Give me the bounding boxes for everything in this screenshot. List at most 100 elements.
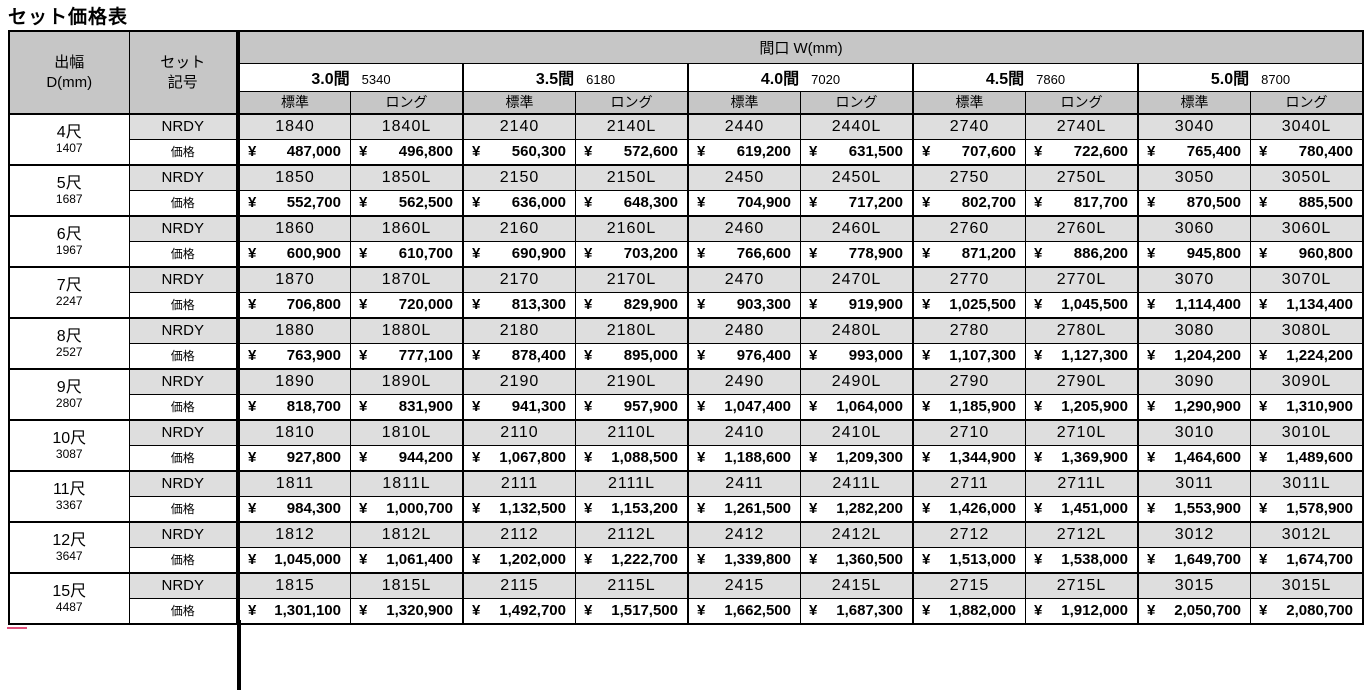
currency-symbol: ¥ (697, 602, 706, 620)
model-cell: 3080L (1250, 317, 1364, 344)
price-amount: 717,200 (848, 194, 903, 212)
price-amount: 1,205,900 (1061, 398, 1128, 416)
model-cell: 2490 (687, 368, 801, 395)
price-cell: ¥572,600 (575, 138, 689, 166)
model-cell: 2111 (462, 470, 576, 497)
model-cell: 3090 (1137, 368, 1251, 395)
price-value-wrap: ¥1,426,000 (914, 500, 1025, 517)
currency-symbol: ¥ (359, 296, 368, 314)
price-amount: 1,553,900 (1174, 500, 1241, 518)
price-cell: ¥945,800 (1137, 240, 1251, 268)
price-amount: 552,700 (286, 194, 341, 212)
price-value-wrap: ¥1,204,200 (1139, 347, 1250, 364)
price-value-wrap: ¥1,360,500 (801, 551, 912, 568)
price-amount: 1,045,500 (1061, 296, 1128, 314)
model-cell: 2160 (462, 215, 576, 242)
price-value-wrap: ¥885,500 (1251, 194, 1362, 211)
currency-symbol: ¥ (359, 194, 368, 212)
price-row-label: 価格 (128, 189, 239, 217)
currency-symbol: ¥ (1259, 602, 1268, 620)
depth-header-line2: D(mm) (46, 73, 93, 91)
currency-symbol: ¥ (922, 194, 931, 212)
price-cell: ¥487,000 (236, 138, 351, 166)
price-amount: 487,000 (286, 143, 341, 161)
price-cell: ¥1,222,700 (575, 546, 689, 574)
price-value-wrap: ¥1,000,700 (351, 500, 462, 517)
col-group-header: 5.0間 8700 (1137, 62, 1364, 92)
price-amount: 1,492,700 (499, 602, 566, 620)
currency-symbol: ¥ (1034, 245, 1043, 263)
price-amount: 720,000 (398, 296, 453, 314)
currency-symbol: ¥ (697, 347, 706, 365)
price-value-wrap: ¥1,517,500 (576, 602, 687, 619)
price-amount: 619,200 (736, 143, 791, 161)
table-row-prices: 価格 ¥763,900 ¥777,100 ¥878,400 ¥895,000 ¥976,4… (9, 342, 1364, 370)
price-table: 出幅 D(mm) セット 記号 間口 W(mm) 3.0間 5340 3.5間 618… (8, 30, 1364, 625)
currency-symbol: ¥ (1147, 602, 1156, 620)
price-value-wrap: ¥636,000 (464, 194, 575, 211)
price-cell: ¥1,649,700 (1137, 546, 1251, 574)
currency-symbol: ¥ (922, 296, 931, 314)
price-amount: 1,067,800 (499, 449, 566, 467)
currency-symbol: ¥ (1259, 194, 1268, 212)
model-cell: 2150 (462, 164, 576, 191)
currency-symbol: ¥ (1034, 194, 1043, 212)
price-value-wrap: ¥722,600 (1026, 143, 1137, 160)
price-amount: 1,538,000 (1061, 551, 1128, 569)
price-amount: 829,900 (623, 296, 678, 314)
price-amount: 957,900 (623, 398, 678, 416)
price-row-label: 価格 (128, 240, 239, 268)
price-amount: 2,080,700 (1286, 602, 1353, 620)
model-cell: 3070 (1137, 266, 1251, 293)
currency-symbol: ¥ (809, 551, 818, 569)
model-cell: 3050 (1137, 164, 1251, 191)
table-row-models: 15尺 4487 NRDY 1815 1815L 2115 2115L 2415 2415L 27… (8, 572, 1364, 625)
price-amount: 1,464,600 (1174, 449, 1241, 467)
currency-symbol: ¥ (248, 500, 257, 518)
price-cell: ¥1,261,500 (687, 495, 801, 523)
table-row-prices: 価格 ¥927,800 ¥944,200 ¥1,067,800 ¥1,088,500 ¥1… (9, 444, 1364, 472)
sub-col-header: ロング (1025, 90, 1139, 115)
price-amount: 766,600 (736, 245, 791, 263)
pink-underline-mark (7, 627, 27, 629)
model-cell: 2411L (800, 470, 914, 497)
price-cell: ¥1,209,300 (800, 444, 914, 472)
model-cell: 2415L (800, 572, 914, 599)
price-value-wrap: ¥690,900 (464, 245, 575, 262)
currency-symbol: ¥ (472, 500, 481, 518)
price-cell: ¥706,800 (236, 291, 351, 319)
price-value-wrap: ¥780,400 (1251, 143, 1362, 160)
currency-symbol: ¥ (922, 245, 931, 263)
model-cell: 2790 (912, 368, 1026, 395)
price-value-wrap: ¥813,300 (464, 296, 575, 313)
price-value-wrap: ¥871,200 (914, 245, 1025, 262)
set-code-header-line2: 記号 (167, 73, 198, 91)
model-cell: 1811 (236, 470, 351, 497)
currency-symbol: ¥ (359, 551, 368, 569)
price-amount: 763,900 (286, 347, 341, 365)
price-value-wrap: ¥487,000 (240, 143, 350, 160)
price-cell: ¥690,900 (462, 240, 576, 268)
price-amount: 610,700 (398, 245, 453, 263)
price-cell: ¥878,400 (462, 342, 576, 370)
model-cell: 1850 (236, 164, 351, 191)
price-value-wrap: ¥600,900 (240, 245, 350, 262)
price-value-wrap: ¥1,464,600 (1139, 449, 1250, 466)
currency-symbol: ¥ (809, 347, 818, 365)
model-cell: 2480L (800, 317, 914, 344)
model-cell: 1870 (236, 266, 351, 293)
model-cell: 2160L (575, 215, 689, 242)
price-cell: ¥976,400 (687, 342, 801, 370)
table-row-models: 8尺 2527 NRDY 1880 1880L 2180 2180L 2480 2480L 278… (8, 317, 1364, 370)
model-cell: 2115L (575, 572, 689, 599)
price-value-wrap: ¥1,088,500 (576, 449, 687, 466)
model-cell: 3015L (1250, 572, 1364, 599)
price-amount: 648,300 (623, 194, 678, 212)
price-amount: 1,320,900 (386, 602, 453, 620)
price-value-wrap: ¥957,900 (576, 398, 687, 415)
price-cell: ¥1,426,000 (912, 495, 1026, 523)
table-row-prices: 価格 ¥818,700 ¥831,900 ¥941,300 ¥957,900 ¥1,047… (9, 393, 1364, 421)
currency-symbol: ¥ (809, 500, 818, 518)
sub-col-header: 標準 (236, 90, 351, 115)
col-group-span-label: 4.5間 (985, 71, 1025, 88)
